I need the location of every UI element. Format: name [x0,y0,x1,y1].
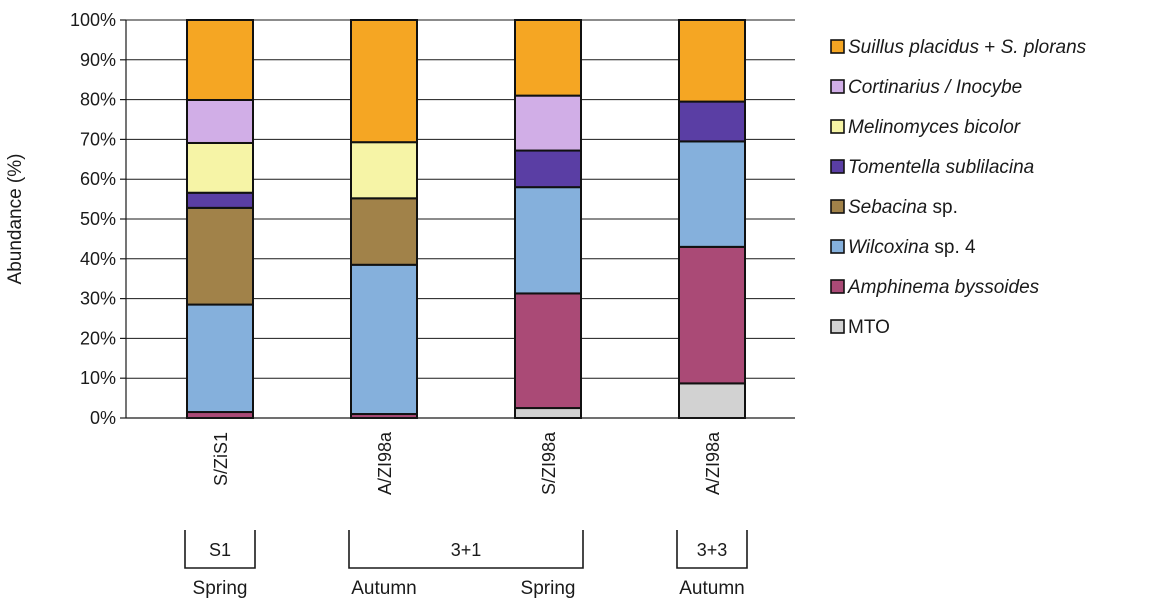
group-bracket: 3+3 [676,530,748,569]
group-label: 3+1 [451,540,482,560]
y-tick-label: 20% [80,328,116,348]
legend-label: Cortinarius / Inocybe [848,77,1022,98]
season-label: Spring [193,578,248,599]
season-label: Autumn [679,578,744,599]
legend-item: Sebacina sp. [830,197,958,218]
bar-stack [186,19,254,419]
y-tick-label: 100% [70,10,116,30]
y-tick-label: 90% [80,50,116,70]
legend-label: Wilcoxina sp. 4 [848,237,976,258]
bar-segment [186,141,254,194]
legend-item: MTO [830,317,890,338]
group-bracket: S1 [184,530,256,569]
bar-segment [350,141,418,200]
bar-stacks [186,19,746,419]
bar-segment [678,19,746,103]
legend-swatch [830,239,845,254]
category-labels: S/ZiS1 A/ZI98a S/ZI98a A/ZI98a [211,431,723,495]
bar-stack [514,19,582,419]
category-label: A/ZI98a [703,431,723,495]
legend-swatch [830,319,845,334]
bar-segment [514,186,582,295]
bar-segment [514,94,582,152]
y-tick-label: 60% [80,169,116,189]
category-label: A/ZI98a [375,431,395,495]
bar-segment [186,98,254,144]
season-label: Spring [521,578,576,599]
legend-item: Suillus placidus + S. plorans [830,37,1087,58]
legend-swatch [830,199,845,214]
bar-segment [514,19,582,97]
bar-segment [350,19,418,144]
bar-segment [350,197,418,266]
bar-segment [350,263,418,416]
bar-stack [350,19,418,419]
y-axis-label: Abundance (%) [5,154,26,285]
legend: Suillus placidus + S. plorans Cortinarius… [830,37,1087,338]
bracket-line [676,530,748,569]
bar-segment [514,407,582,419]
group-bracket: 3+1 [348,530,584,569]
group-brackets: S1 3+1 3+3 [184,530,748,569]
group-label: 3+3 [697,540,728,560]
legend-swatch [830,119,845,134]
season-labels: Spring Autumn Spring Autumn [193,578,745,599]
legend-swatch [830,159,845,174]
bar-segment [186,303,254,414]
bar-segment [678,100,746,143]
bar-segment [186,191,254,209]
legend-label: Amphinema byssoides [847,277,1040,298]
bar-segment [186,19,254,101]
y-tick-label: 10% [80,368,116,388]
y-tick-label: 40% [80,249,116,269]
legend-item: Cortinarius / Inocybe [830,77,1022,98]
legend-label: Tomentella sublilacina [848,157,1034,178]
group-label: S1 [209,540,231,560]
legend-label: Melinomyces bicolor [848,117,1021,138]
legend-label: MTO [848,317,890,338]
legend-item: Wilcoxina sp. 4 [830,237,976,258]
bar-segment [186,206,254,306]
bar-segment [514,292,582,410]
legend-label: Suillus placidus + S. plorans [848,37,1087,58]
legend-swatch [830,279,845,294]
y-tick-label: 30% [80,289,116,309]
bracket-line [348,530,584,569]
bracket-line [184,530,256,569]
bar-segment [678,245,746,385]
legend-item: Amphinema byssoides [830,277,1040,298]
legend-swatch [830,79,845,94]
bar-stack [678,19,746,419]
y-tick-label: 50% [80,209,116,229]
category-label: S/ZI98a [539,431,559,495]
legend-swatch [830,39,845,54]
category-label: S/ZiS1 [211,432,231,486]
y-tick-label: 70% [80,129,116,149]
legend-label: Sebacina sp. [848,197,958,218]
y-tick-label: 80% [80,90,116,110]
y-axis-ticks: 0% 10% 20% 30% 40% 50% 60% 70% 80% 90% 100% [70,10,126,428]
season-label: Autumn [351,578,416,599]
y-tick-label: 0% [90,408,116,428]
legend-item: Melinomyces bicolor [830,117,1021,138]
legend-item: Tomentella sublilacina [830,157,1034,178]
bar-segment [678,140,746,248]
bar-segment [678,382,746,419]
bar-segment [514,149,582,189]
